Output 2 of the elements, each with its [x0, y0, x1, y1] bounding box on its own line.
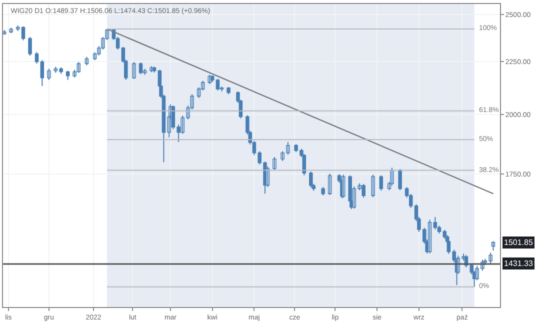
ref-line-label: 1431.33	[504, 259, 534, 268]
annotation: 1501.85	[504, 238, 534, 247]
